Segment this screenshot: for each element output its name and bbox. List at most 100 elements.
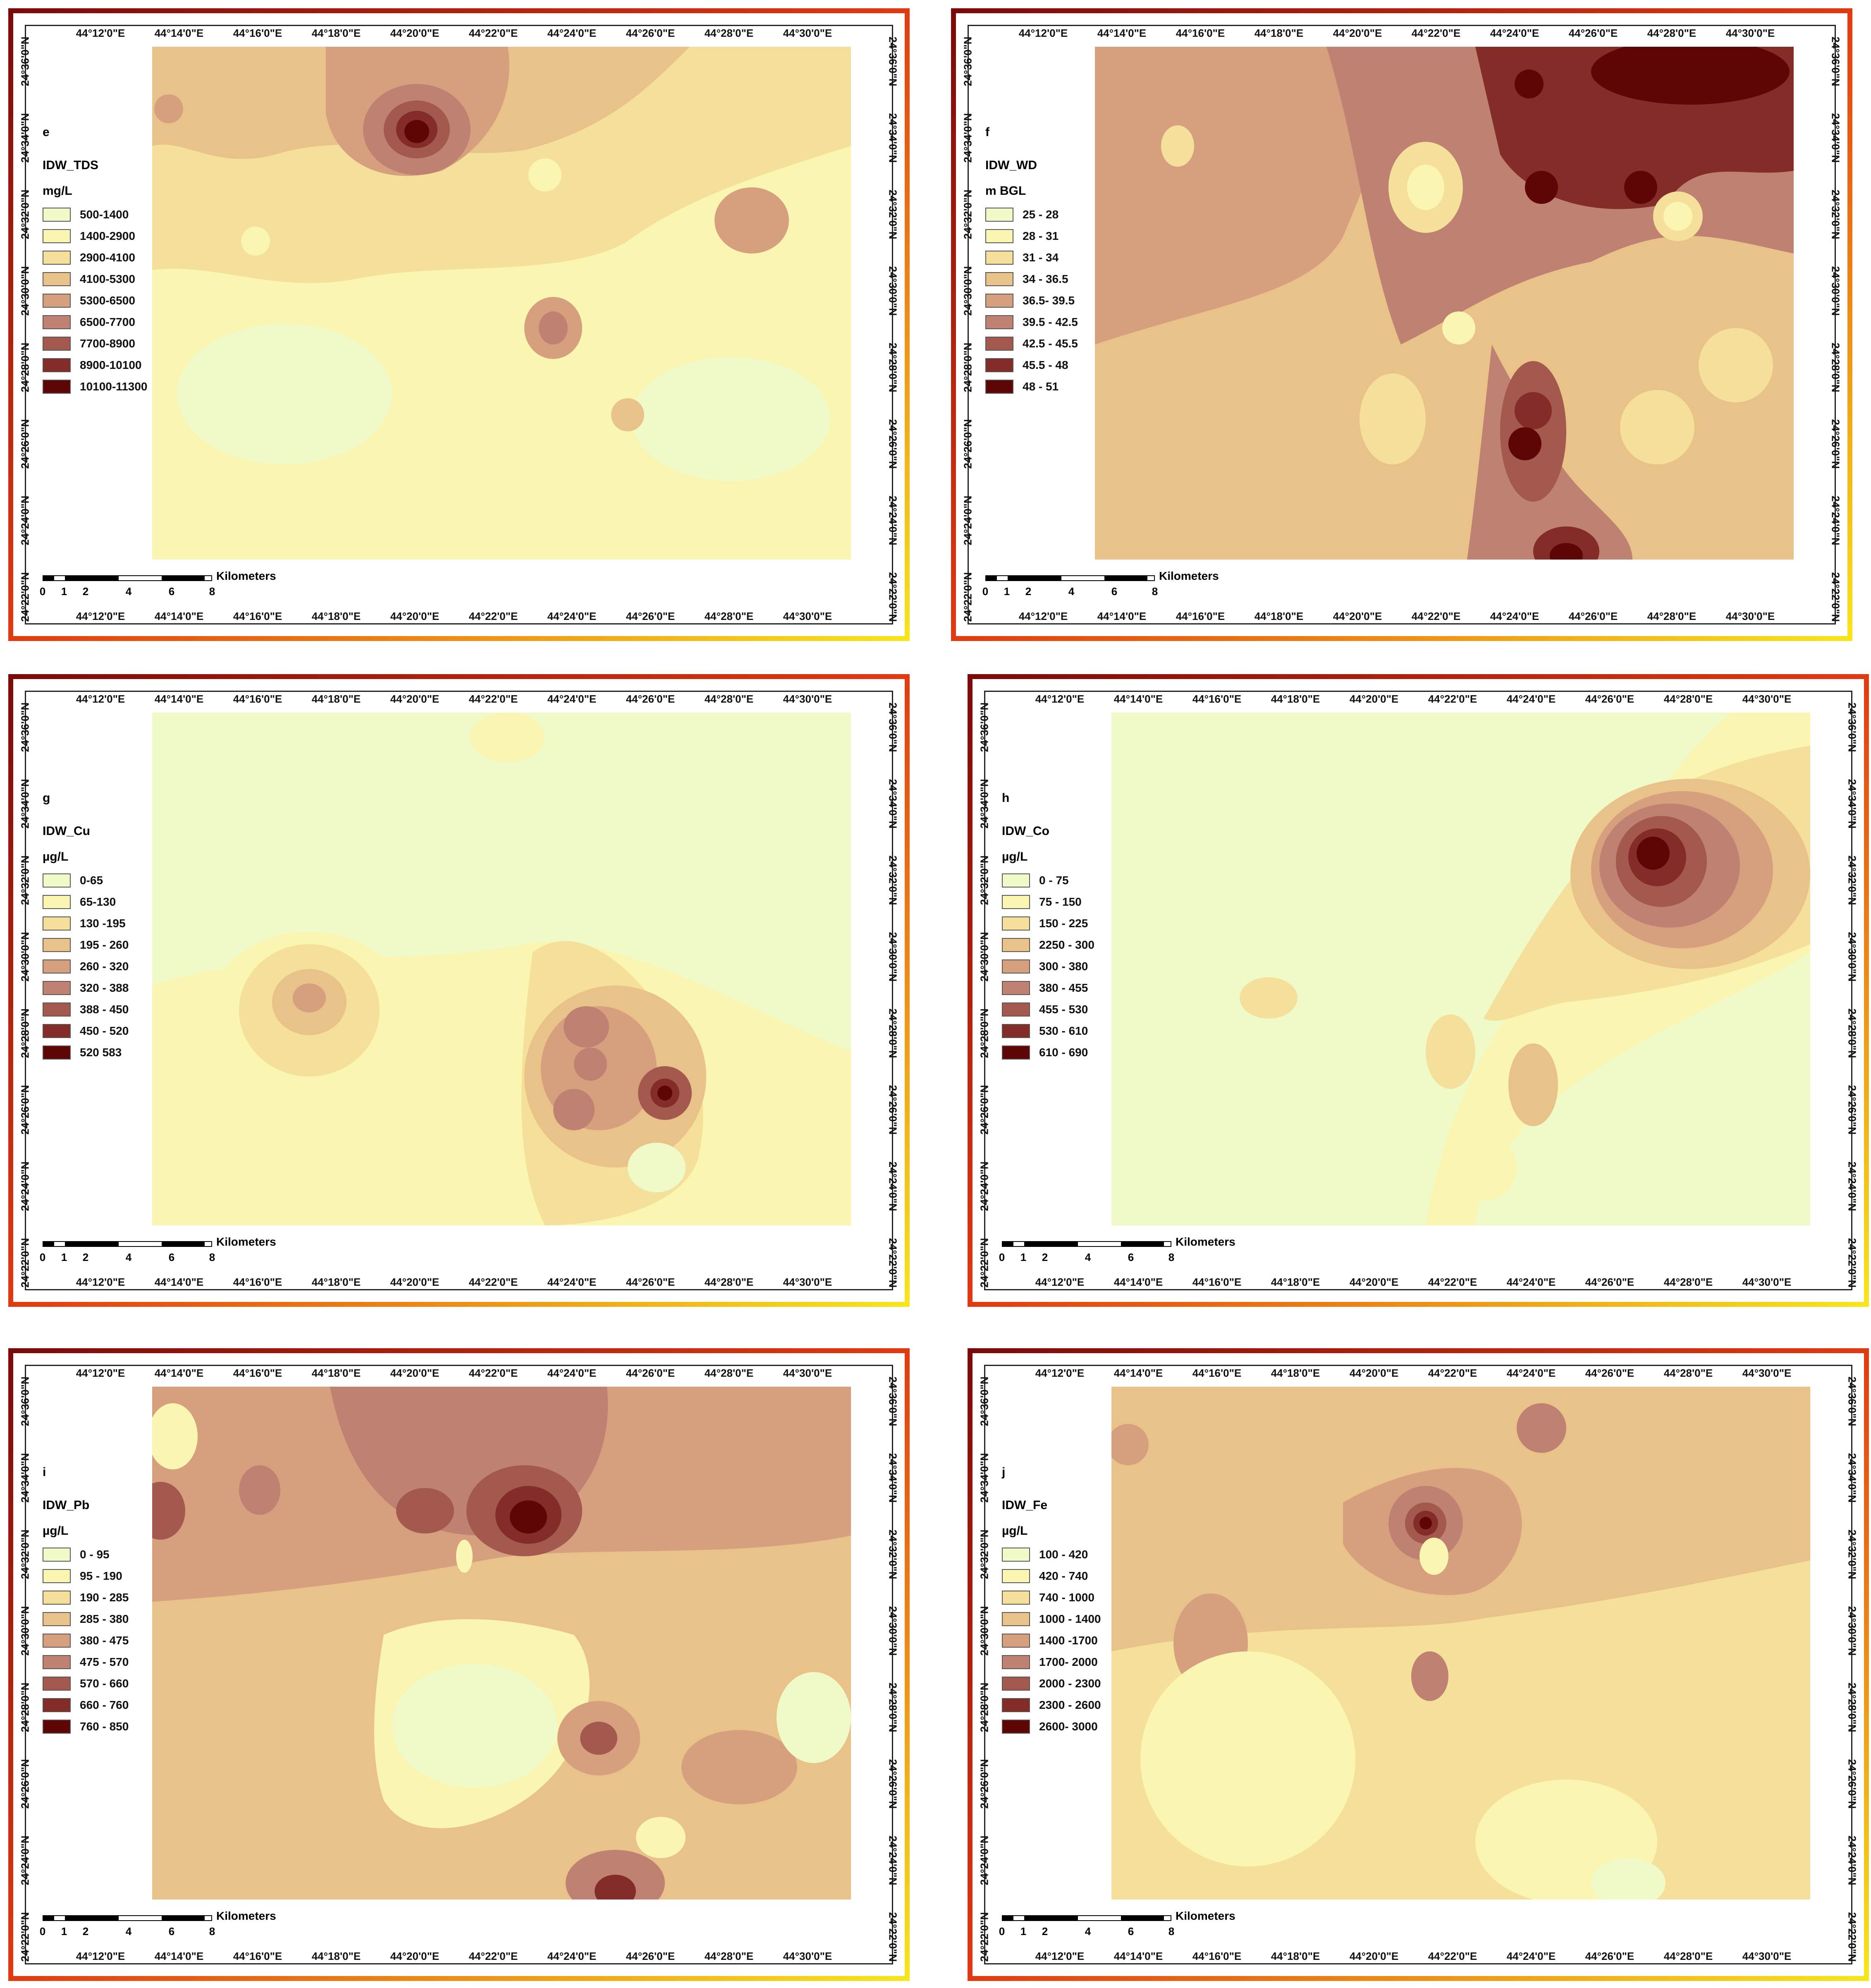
longitude-label-top: 44°30'0"E xyxy=(1725,27,1775,39)
legend-swatch xyxy=(1002,1024,1030,1038)
legend-swatch xyxy=(43,358,71,372)
latitude-label-right: 24°28'0"N xyxy=(1846,1682,1859,1732)
latitude-label-right: 24°32'0"N xyxy=(1846,1529,1859,1579)
legend-class-label: 300 - 380 xyxy=(1039,960,1088,973)
scale-tick-label: 8 xyxy=(1152,585,1158,598)
panel-letter: j xyxy=(1002,1465,1006,1479)
longitude-label-top: 44°16'0"E xyxy=(233,693,282,705)
legend-row: 0 - 95 xyxy=(43,1544,167,1565)
scale-tick-label: 2 xyxy=(1042,1251,1048,1263)
longitude-label-top: 44°26'0"E xyxy=(1585,693,1634,705)
scale-bar-segment xyxy=(1013,1916,1024,1920)
legend-row: 5300-6500 xyxy=(43,290,167,311)
scale-bar: 0 1 2 4 6 8 Kilometers xyxy=(999,1909,1235,1945)
legend-row: 8900-10100 xyxy=(43,354,167,376)
longitude-label-top: 44°12'0"E xyxy=(76,1367,125,1379)
longitude-label-bottom: 44°30'0"E xyxy=(1725,610,1775,622)
scale-bar-segment xyxy=(1035,1916,1078,1920)
latitude-label-right: 24°28'0"N xyxy=(887,1008,899,1058)
scale-tick-label: 2 xyxy=(82,585,89,598)
legend-class-label: 31 - 34 xyxy=(1023,251,1059,264)
scale-unit-label: Kilometers xyxy=(216,1909,276,1922)
longitude-label-bottom: 44°24'0"E xyxy=(547,610,597,622)
scale-tick-label: 8 xyxy=(1168,1925,1175,1938)
legend-class-label: 48 - 51 xyxy=(1023,380,1059,393)
latitude-label-left: 24°34'0"N xyxy=(961,113,974,163)
legend-row: 150 - 225 xyxy=(1002,913,1126,934)
map-panel-h: h IDW_Co µg/L 0 - 75 75 - 150 150 - 225 225… xyxy=(968,674,1869,1307)
latitude-label-left: 24°32'0"N xyxy=(978,855,991,905)
legend-class-label: 285 - 380 xyxy=(80,1612,129,1625)
legend-class-label: 10100-11300 xyxy=(80,380,148,393)
longitude-label-bottom: 44°22'0"E xyxy=(1411,610,1461,622)
legend-swatch xyxy=(1002,916,1030,931)
panel-frame xyxy=(8,1348,910,1981)
legend-row: 10100-11300 xyxy=(43,376,167,397)
legend-class-label: 420 - 740 xyxy=(1039,1569,1088,1582)
scale-tick-label: 6 xyxy=(1128,1925,1134,1938)
longitude-label-bottom: 44°26'0"E xyxy=(1568,610,1618,622)
scale-tick-label: 0 xyxy=(39,1925,46,1938)
latitude-label-left: 24°28'0"N xyxy=(978,1682,991,1732)
legend-class-label: 150 - 225 xyxy=(1039,917,1088,930)
scale-tick-label: 1 xyxy=(1004,585,1010,598)
scale-bar-segment xyxy=(1018,576,1061,580)
longitude-label-bottom: 44°30'0"E xyxy=(783,1276,832,1288)
longitude-label-bottom: 44°28'0"E xyxy=(1663,1950,1713,1962)
legend-swatch xyxy=(43,315,71,329)
longitude-label-top: 44°20'0"E xyxy=(390,27,440,39)
legend-class-label: 5300-6500 xyxy=(80,294,135,307)
longitude-label-bottom: 44°26'0"E xyxy=(1585,1276,1634,1288)
longitude-label-top: 44°14'0"E xyxy=(1114,1367,1163,1379)
scale-tick-label: 0 xyxy=(999,1251,1005,1263)
legend-row: 2900-4100 xyxy=(43,247,167,268)
scale-tick-label: 0 xyxy=(39,585,46,598)
latitude-label-right: 24°24'0"N xyxy=(1846,1161,1859,1211)
longitude-label-bottom: 44°28'0"E xyxy=(704,610,754,622)
scale-bar-segment xyxy=(43,1242,54,1246)
latitude-label-right: 24°32'0"N xyxy=(887,1529,899,1579)
scale-tick-label: 6 xyxy=(168,585,175,598)
longitude-label-bottom: 44°26'0"E xyxy=(1585,1950,1634,1962)
legend-class-label: 388 - 450 xyxy=(80,1003,129,1016)
scale-tick-label: 8 xyxy=(209,1925,215,1938)
latitude-label-right: 24°32'0"N xyxy=(887,855,899,905)
longitude-label-top: 44°18'0"E xyxy=(311,27,361,39)
scale-bar-segment xyxy=(43,576,54,580)
panel-frame xyxy=(8,674,910,1307)
latitude-label-left: 24°26'0"N xyxy=(19,1759,31,1809)
scale-bar-segment xyxy=(1024,1916,1035,1920)
legend-row: 455 - 530 xyxy=(1002,999,1126,1020)
legend-class-label: 195 - 260 xyxy=(80,938,129,951)
scale-tick-label: 2 xyxy=(1025,585,1032,598)
latitude-label-left: 24°28'0"N xyxy=(19,1682,31,1732)
latitude-label-right: 24°26'0"N xyxy=(887,1759,899,1809)
panel-letter: h xyxy=(1002,791,1010,805)
legend-class-label: 260 - 320 xyxy=(80,960,129,973)
latitude-label-left: 24°36'0"N xyxy=(978,702,991,752)
scale-bar-segment xyxy=(162,576,205,580)
longitude-label-top: 44°20'0"E xyxy=(1333,27,1382,39)
scale-tick-label: 1 xyxy=(1020,1251,1027,1263)
scale-bar-segment xyxy=(76,576,119,580)
longitude-label-top: 44°22'0"E xyxy=(468,693,518,705)
scale-bar-segment xyxy=(1121,1242,1164,1246)
legend-title: IDW_Pb xyxy=(43,1498,90,1512)
longitude-label-top: 44°26'0"E xyxy=(1585,1367,1634,1379)
panel-letter: g xyxy=(43,791,50,805)
longitude-label-bottom: 44°20'0"E xyxy=(1349,1276,1399,1288)
longitude-label-top: 44°30'0"E xyxy=(783,693,832,705)
latitude-label-right: 24°22'0"N xyxy=(1846,1912,1859,1962)
legend-class-label: 2000 - 2300 xyxy=(1039,1677,1101,1690)
legend-swatch xyxy=(1002,959,1030,974)
longitude-label-bottom: 44°16'0"E xyxy=(233,1276,282,1288)
legend-row: 48 - 51 xyxy=(985,376,1109,397)
legend-class-label: 28 - 31 xyxy=(1023,230,1059,242)
scale-tick-label: 4 xyxy=(125,1251,132,1263)
scale-bar-segment xyxy=(119,1916,162,1920)
longitude-label-top: 44°22'0"E xyxy=(1428,693,1477,705)
legend-row: 130 -195 xyxy=(43,913,167,934)
longitude-label-top: 44°16'0"E xyxy=(1192,1367,1242,1379)
latitude-label-right: 24°36'0"N xyxy=(887,36,899,86)
longitude-label-top: 44°14'0"E xyxy=(154,1367,204,1379)
